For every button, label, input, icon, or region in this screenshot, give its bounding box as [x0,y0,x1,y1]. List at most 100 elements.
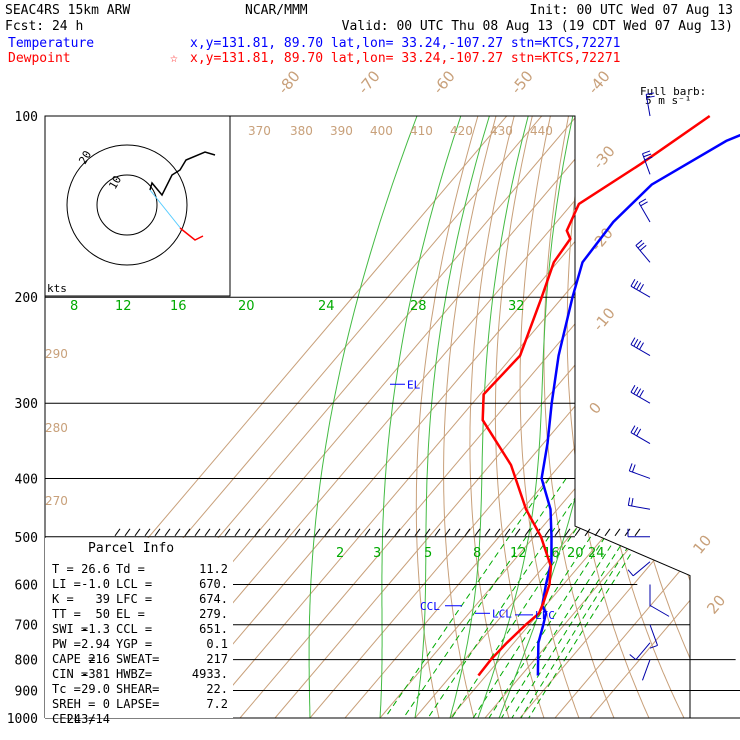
pressure-axis-labels: 100 200 300 400 500 600 700 800 900 1000 [7,110,38,727]
freezing-hatch [254,528,261,537]
mixing-ratio-label: 16 [170,299,187,314]
wind-barb [630,279,651,298]
wind-barb-flag [639,342,644,350]
parcel-row-5-col-1: 2.94 [81,637,110,651]
mixing-ratio-label: 2 [336,546,344,561]
sounding-traces [477,114,740,677]
temperature-legend-label: Temperature [8,36,94,51]
parcel-row-2-col-2: LFC = [116,592,152,606]
el-label: EL [407,378,421,391]
parcel-row-7-col-1: -381 [81,667,110,681]
theta-label: 420 [450,124,473,138]
freezing-hatch [294,528,301,537]
freezing-hatch [594,528,601,537]
wind-barb-flag [639,389,644,398]
freezing-hatch [544,528,551,537]
isotherm [169,116,683,718]
hodograph-ring-outer-label: 20 [76,149,94,167]
hodograph-storm-motion [149,189,183,231]
freezing-hatch [554,528,561,537]
isobars [44,115,740,719]
mixing-ratio-line [511,478,665,718]
wind-barb-flag [635,239,643,246]
freezing-hatch [504,528,511,537]
parcel-row-10-col-0: CELL = [52,712,95,726]
isotherm-label: 0 [585,399,605,418]
dry-adiabat [713,116,740,718]
parcel-row-9-col-3: 7.2 [206,697,228,711]
freezing-hatch [524,528,531,537]
freezing-hatch [494,528,501,537]
hodograph-ring-inner [96,174,158,236]
pressure-label-900: 900 [15,684,38,699]
freezing-hatch [224,528,231,537]
dry-adiabat [443,116,497,718]
freezing-hatch [344,528,351,537]
dry-adiabat [469,116,515,718]
freezing-hatch [274,528,281,537]
parcel-row-5-col-3: 0.1 [206,637,228,651]
mixing-ratio-label: 8 [70,299,78,314]
parcel-info-background [45,538,233,718]
wind-barb-flag [646,95,655,99]
parcel-row-4-col-3: 651. [199,622,228,636]
parcel-row-3-col-0: TT = [52,607,81,621]
wind-barb [649,604,670,617]
parcel-row-9-col-1: 0 [103,697,110,711]
freezing-hatch [164,528,171,537]
parcel-row-6-col-1: 216 [88,652,110,666]
freezing-hatch [334,528,341,537]
pressure-label-100: 100 [15,110,38,125]
theta-label: 270 [45,494,68,508]
wind-barb-flag [636,282,642,290]
isotherm [274,116,690,718]
parcel-row-0-col-1: 26.6 [81,562,110,576]
mixing-ratio-label: 20 [238,299,255,314]
init-time: Init: 00 UTC Wed 07 Aug 13 [530,3,734,18]
isotherm [484,116,690,718]
mixing-ratio-label: 32 [508,299,525,314]
freezing-hatch [264,528,271,537]
theta-label: 410 [410,124,433,138]
hodograph-storm-arrow [179,227,204,241]
mixing-ratio-label: 24 [318,299,335,314]
dry-adiabat [632,116,690,718]
freezing-hatch [484,528,491,537]
hodograph-ring-inner-label: 10 [106,174,124,192]
parcel-row-1-col-1: -1.0 [81,577,110,591]
freezing-hatch [464,528,471,537]
wind-barb-flag [631,464,636,473]
parcel-row-0-col-0: T = [52,562,74,576]
dewpoint-marker-icon: ☆ [170,51,178,66]
freezing-hatch [614,528,621,537]
wind-barb-shaft [638,202,651,223]
theta-label: 370 [248,124,271,138]
mixing-ratio-label: 5 [424,546,432,561]
parcel-row-6-col-0: CAPE = [52,652,95,666]
freezing-hatch [414,528,421,537]
wind-barb-flag [630,385,636,393]
wind-barb-flag [636,428,642,437]
wind-barb [638,198,651,223]
wind-barb-flag [636,340,642,349]
parcel-row-5-col-2: YGP = [116,637,152,651]
dewpoint-legend-info: x,y=131.81, 89.70 lat,lon= 33.24,-107.27… [190,51,620,66]
isotherm-label: -30 [589,142,619,172]
org-label: NCAR/MMM [245,3,308,18]
freezing-hatch [374,528,381,537]
parcel-row-8-col-0: Tc = [52,682,81,696]
hodograph-ring-outer [66,144,188,266]
freezing-hatch [174,528,181,537]
wind-barb [628,463,651,479]
wind-barbs [627,92,670,681]
parcel-row-8-col-2: SHEAR= [116,682,159,696]
parcel-row-10-col-1: 243/14 [67,712,110,726]
isotherm-label: -50 [507,67,537,97]
parcel-row-8-col-3: 22. [206,682,228,696]
freezing-hatch [364,528,371,537]
parcel-row-1-col-3: 670. [199,577,228,591]
pressure-label-800: 800 [15,654,38,669]
freezing-hatch [284,528,291,537]
parcel-row-2-col-0: K = [52,592,74,606]
